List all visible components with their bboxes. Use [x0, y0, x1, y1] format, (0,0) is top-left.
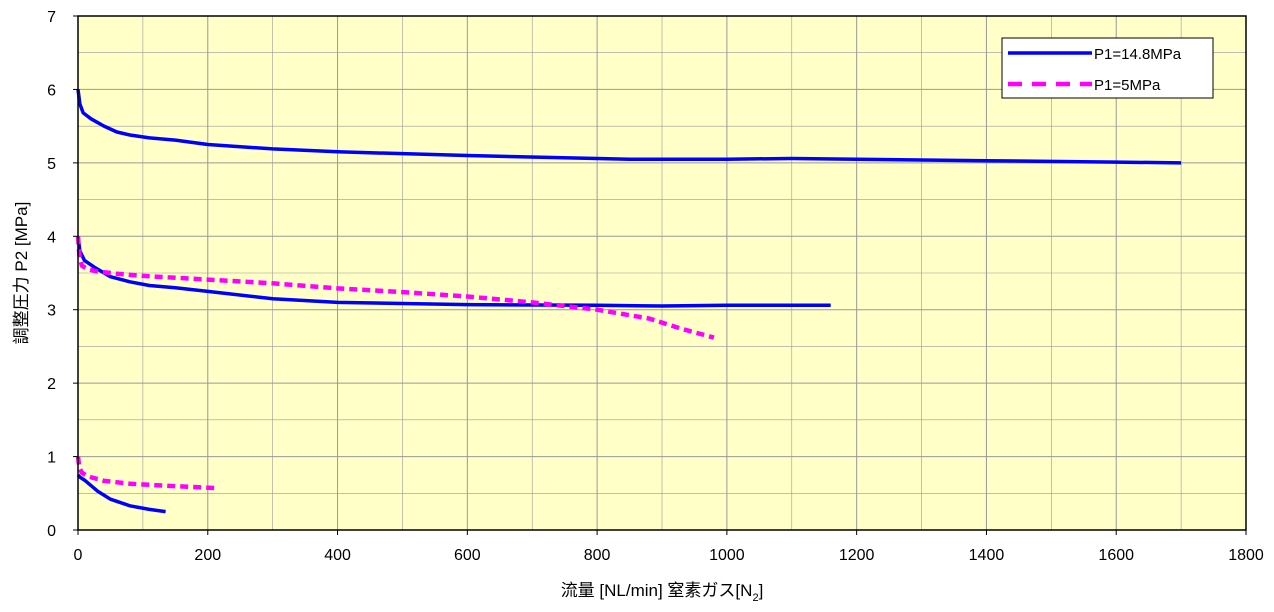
x-tick-label: 1800	[1228, 547, 1264, 564]
y-tick-label: 4	[47, 229, 56, 246]
series-line-p1-14-8mpa	[76, 236, 831, 308]
legend: P1=14.8MPa P1=5MPa	[1001, 37, 1214, 99]
legend-box	[1001, 37, 1214, 99]
y-tick-label: 5	[47, 156, 56, 173]
x-tick-label: 800	[584, 547, 611, 564]
legend-label: P1=5MPa	[1094, 77, 1161, 94]
grid-lines	[78, 16, 1246, 530]
series-line-p1-14-8mpa	[76, 89, 1182, 165]
series-line-p1-14-8mpa	[76, 473, 166, 514]
x-tick-label: 600	[454, 547, 481, 564]
x-tick-label: 400	[324, 547, 351, 564]
series-lines	[75, 89, 1182, 514]
plot-border	[77, 15, 1247, 531]
y-tick-label: 7	[47, 9, 56, 26]
y-tick-label: 2	[47, 376, 56, 393]
x-tick-label: 1400	[969, 547, 1005, 564]
y-tick-label: 0	[47, 523, 56, 540]
y-tick-label: 1	[47, 450, 56, 467]
legend-label: P1=14.8MPa	[1094, 46, 1182, 63]
x-tick-label: 1200	[839, 547, 875, 564]
y-tick-label: 3	[47, 303, 56, 320]
x-axis-title: 流量 [NL/min] 窒素ガス[N2]	[561, 581, 764, 604]
series-line-p1-5mpa	[75, 456, 218, 491]
x-tick-label: 1600	[1098, 547, 1134, 564]
x-tick-label: 1000	[709, 547, 745, 564]
y-axis-title: 調整圧力 P2 [MPa]	[12, 202, 31, 345]
y-tick-label: 6	[47, 82, 56, 99]
x-tick-label: 200	[194, 547, 221, 564]
series-line-p1-5mpa	[75, 236, 715, 340]
tick-labels: 0 200 400 600 800 1000 1200 1400 1600 1800 0 1 2 3 4 5 6…	[47, 9, 1264, 564]
x-tick-label: 0	[74, 547, 83, 564]
